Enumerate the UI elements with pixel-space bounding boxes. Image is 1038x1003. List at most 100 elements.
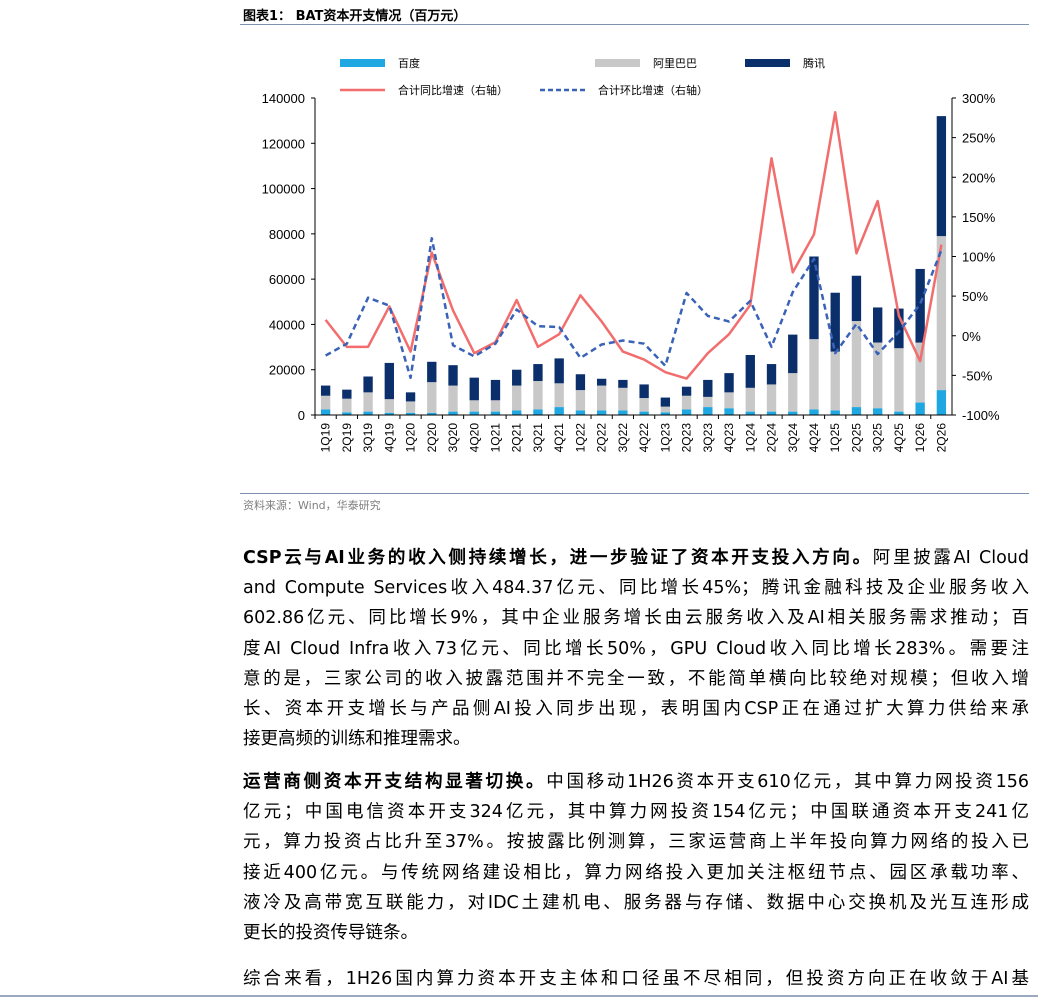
- text-line: 602.86亿元、同比增长9%，其中企业服务增长由云服务收入及AI相关服务需求推…: [243, 603, 1029, 633]
- bar-腾讯-4Q22: [639, 384, 649, 399]
- body-text: 综合来看，1H26国内算力资本开支主体和口径虽不尽相同，但投资方向正在收敛于AI…: [243, 969, 1029, 989]
- x-tick-label-3Q23: 3Q23: [701, 423, 715, 453]
- bar-腾讯-1Q25: [830, 292, 840, 352]
- bold-lead-text: CSP云与AI业务的收入侧持续增长，进一步验证了资本开支投入方向。: [243, 548, 873, 568]
- chart-axes: 0 20000 40000 60000 80000 100000 120000 140000 -…: [262, 91, 1000, 452]
- x-tick-label-4Q19: 4Q19: [382, 423, 396, 453]
- bar-百度-2Q20: [427, 412, 437, 415]
- bar-百度-1Q19: [320, 409, 331, 415]
- bar-腾讯-1Q24: [745, 354, 755, 388]
- body-text: 602.86亿元、同比增长9%，其中企业服务增长由云服务收入及AI相关服务需求推…: [243, 608, 1029, 629]
- x-tick-label-1Q24: 1Q24: [743, 423, 757, 453]
- bar-series: [320, 116, 947, 415]
- bar-百度-4Q23: [724, 408, 734, 415]
- bar-百度-1Q24: [745, 411, 755, 415]
- bar-腾讯-3Q19: [363, 376, 373, 393]
- bar-腾讯-2Q21: [512, 369, 522, 386]
- body-text: 中国移动1H26资本开支610亿元，其中算力网投资156: [546, 772, 1030, 792]
- legend-label-合计环比增速右轴: 合计环比增速（右轴）: [598, 83, 708, 97]
- bar-百度-4Q19: [384, 412, 394, 415]
- left-tick-label: 140000: [262, 91, 305, 106]
- x-tick-label-1Q19: 1Q19: [319, 423, 333, 453]
- bar-阿里巴巴-2Q20: [427, 382, 437, 413]
- legend-swatch-腾讯: [745, 59, 790, 67]
- x-tick-label-2Q20: 2Q20: [425, 423, 439, 453]
- bar-阿里巴巴-4Q20: [469, 400, 479, 412]
- bar-腾讯-3Q20: [448, 365, 458, 386]
- bar-百度-3Q20: [448, 411, 458, 415]
- bar-阿里巴巴-4Q24: [809, 339, 819, 410]
- page-bottom-rule: [0, 995, 1038, 997]
- figure-title: 图表1： BAT资本开支情况（百万元）: [243, 9, 467, 24]
- x-tick-label-4Q20: 4Q20: [467, 423, 481, 453]
- x-tick-label-3Q25: 3Q25: [871, 423, 885, 453]
- text-line: and Compute Services收入484.37亿元、同比增长45%；腾…: [243, 573, 1029, 603]
- bar-阿里巴巴-3Q19: [363, 392, 373, 412]
- body-text: 液冷及高带宽互联能力，对IDC土建机电、服务器与存储、数据中心交换机及光互连形成: [243, 892, 1029, 913]
- bar-阿里巴巴-2Q21: [512, 385, 522, 411]
- x-tick-label-4Q21: 4Q21: [552, 423, 566, 453]
- text-line: 长、资本开支增长与产品侧AI投入同步出现，表明国内CSP正在通过扩大算力供给来承: [243, 694, 1029, 724]
- right-tick-label: 250%: [962, 131, 996, 146]
- legend-swatch-阿里巴巴: [595, 59, 640, 67]
- bar-百度-2Q25: [851, 407, 862, 415]
- left-tick-label: 120000: [262, 136, 305, 151]
- body-text: 元，算力投资占比升至37%。按披露比例测算，三家运营商上半年投向算力网络的投入已: [243, 832, 1029, 853]
- body-text: 度AI Cloud Infra收入73亿元、同比增长50%，GPU Cloud收…: [243, 638, 1029, 659]
- legend-label-百度: 百度: [398, 56, 420, 70]
- bar-百度-1Q25: [830, 410, 840, 415]
- bar-阿里巴巴-1Q24: [745, 387, 755, 412]
- bar-阿里巴巴-2Q25: [851, 321, 862, 408]
- right-tick-label: 300%: [962, 91, 996, 106]
- bar-阿里巴巴-3Q21: [533, 381, 543, 410]
- x-tick-label-2Q24: 2Q24: [765, 423, 779, 453]
- x-tick-label-2Q19: 2Q19: [340, 423, 354, 453]
- bar-腾讯-3Q25: [873, 307, 883, 343]
- bar-阿里巴巴-1Q26: [915, 342, 925, 403]
- right-tick-label: 100%: [962, 250, 996, 265]
- bar-百度-2Q24: [766, 411, 777, 415]
- text-line: 意的是，三家公司的收入披露范围并不完全一致，不能简单横向比较绝对规模；但收入增: [243, 664, 1029, 694]
- bar-百度-1Q23: [660, 412, 671, 415]
- x-tick-label-3Q24: 3Q24: [786, 423, 800, 453]
- bar-百度-1Q21: [490, 411, 501, 415]
- bar-腾讯-2Q23: [681, 386, 692, 396]
- bar-阿里巴巴-1Q21: [490, 400, 501, 412]
- right-tick-label: -100%: [962, 408, 1000, 423]
- x-tick-label-3Q22: 3Q22: [616, 423, 630, 453]
- body-text: 更长的投资传导链条。: [243, 923, 418, 944]
- bar-阿里巴巴-3Q24: [788, 373, 798, 412]
- bar-百度-3Q19: [363, 411, 373, 415]
- x-tick-label-1Q26: 1Q26: [913, 423, 927, 453]
- bar-百度-4Q21: [554, 407, 564, 415]
- right-tick-label: 50%: [962, 289, 988, 304]
- legend-label-腾讯: 腾讯: [803, 56, 825, 70]
- line-series: [324, 111, 943, 380]
- x-tick-label-2Q21: 2Q21: [510, 423, 524, 453]
- x-tick-label-4Q24: 4Q24: [807, 423, 821, 453]
- text-line: 液冷及高带宽互联能力，对IDC土建机电、服务器与存储、数据中心交换机及光互连形成: [243, 888, 1029, 918]
- bar-腾讯-4Q20: [469, 377, 479, 401]
- bar-腾讯-4Q25: [894, 308, 904, 349]
- bar-百度-1Q20: [405, 412, 416, 415]
- bar-腾讯-2Q19: [342, 389, 352, 399]
- paragraph-csp: CSP云与AI业务的收入侧持续增长，进一步验证了资本开支投入方向。阿里披露AI …: [243, 543, 1029, 754]
- bar-百度-3Q22: [618, 410, 628, 415]
- bar-腾讯-1Q21: [490, 379, 501, 401]
- bar-腾讯-4Q21: [554, 358, 564, 384]
- body-text: 阿里披露AI Cloud: [872, 548, 1030, 568]
- x-tick-label-3Q19: 3Q19: [361, 423, 375, 453]
- bar-阿里巴巴-4Q22: [639, 398, 649, 412]
- body-text: 意的是，三家公司的收入披露范围并不完全一致，不能简单横向比较绝对规模；但收入增: [243, 668, 1029, 689]
- bar-腾讯-2Q24: [766, 364, 777, 385]
- bar-阿里巴巴-2Q24: [766, 384, 777, 412]
- text-line: 接更高频的训练和推理需求。: [243, 724, 1029, 754]
- x-tick-label-4Q23: 4Q23: [722, 423, 736, 453]
- bar-阿里巴巴-3Q20: [448, 385, 458, 412]
- legend-swatch-百度: [340, 59, 385, 67]
- text-line: 更长的投资传导链条。: [243, 918, 1029, 948]
- bar-百度-4Q20: [469, 411, 479, 415]
- bar-腾讯-1Q19: [320, 385, 331, 396]
- bar-腾讯-1Q20: [405, 392, 416, 402]
